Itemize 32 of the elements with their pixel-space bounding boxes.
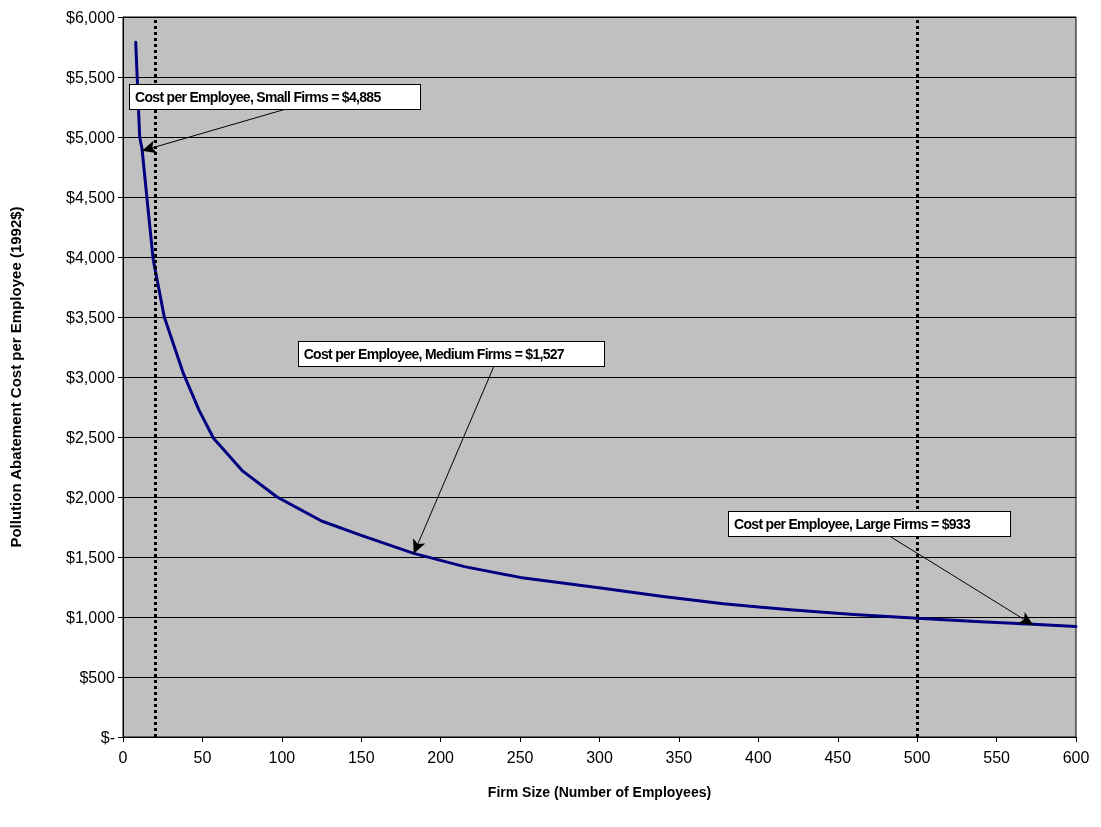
y-tick-label: $6,000 bbox=[66, 8, 116, 26]
x-tick-label: 150 bbox=[347, 748, 375, 766]
x-tick-label: 50 bbox=[193, 748, 212, 766]
x-tick-label: 250 bbox=[506, 748, 534, 766]
y-tick-label: $4,000 bbox=[66, 248, 116, 266]
x-tick-label: 500 bbox=[903, 748, 931, 766]
y-tick-label: $- bbox=[100, 728, 115, 746]
callout-box: Cost per Employee, Large Firms = $933 bbox=[728, 511, 1012, 538]
x-tick-label: 350 bbox=[665, 748, 693, 766]
y-tick-label: $1,000 bbox=[66, 608, 116, 626]
x-tick-label: 0 bbox=[118, 748, 128, 766]
x-tick-label: 600 bbox=[1062, 748, 1090, 766]
callout-box: Cost per Employee, Small Firms = $4,885 bbox=[129, 83, 422, 110]
y-tick-label: $5,500 bbox=[66, 68, 116, 86]
y-tick-label: $2,000 bbox=[66, 488, 116, 506]
x-tick-label: 200 bbox=[427, 748, 455, 766]
y-axis-title: Pollution Abatement Cost per Employee (1992$) bbox=[7, 206, 24, 548]
y-tick-label: $5,000 bbox=[66, 128, 116, 146]
x-axis-title: Firm Size (Number of Employees) bbox=[487, 784, 712, 800]
x-tick-label: 550 bbox=[983, 748, 1011, 766]
x-tick-label: 400 bbox=[744, 748, 772, 766]
y-tick-label: $1,500 bbox=[66, 548, 116, 566]
y-tick-label: $4,500 bbox=[66, 188, 116, 206]
y-tick-label: $2,500 bbox=[66, 428, 116, 446]
y-tick-label: $3,500 bbox=[66, 308, 116, 326]
callout-box: Cost per Employee, Medium Firms = $1,527 bbox=[297, 340, 605, 367]
y-tick-label: $500 bbox=[79, 668, 116, 686]
line-series bbox=[134, 40, 1078, 629]
x-tick-label: 450 bbox=[824, 748, 852, 766]
y-tick-label: $3,000 bbox=[66, 368, 116, 386]
x-tick-label: 300 bbox=[586, 748, 613, 766]
x-tick-label: 100 bbox=[268, 748, 296, 766]
